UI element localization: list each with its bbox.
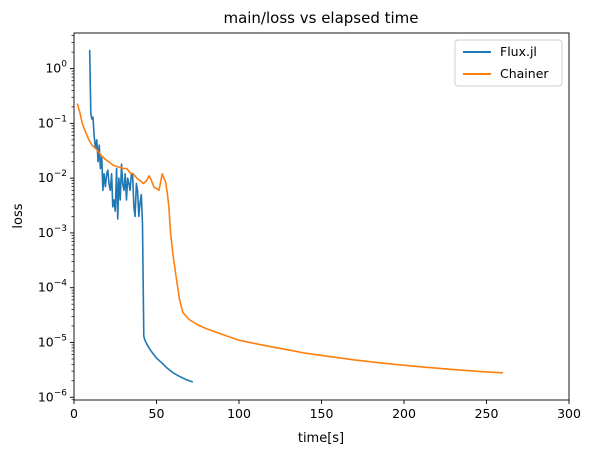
x-axis: 0 50 100 150 200 250 300 <box>70 400 581 421</box>
y-axis-label: loss <box>11 203 26 228</box>
x-tick-label: 50 <box>149 406 165 421</box>
y-axis: 100 10−1 10−2 10−3 10−4 10−5 10−6 <box>38 35 74 404</box>
y-tick-label: 10−5 <box>38 333 67 349</box>
y-tick-label: 100 <box>45 60 67 76</box>
y-tick-label: 10−6 <box>38 388 67 404</box>
x-tick-label: 150 <box>310 406 334 421</box>
x-tick-label: 100 <box>227 406 251 421</box>
legend-label-chainer: Chainer <box>500 66 549 81</box>
series-line-chainer <box>76 103 504 374</box>
x-tick-label: 250 <box>475 406 499 421</box>
legend-label-flux: Flux.jl <box>500 44 537 59</box>
x-tick-label: 200 <box>392 406 416 421</box>
x-tick-label: 300 <box>557 406 581 421</box>
legend: Flux.jl Chainer <box>454 39 563 87</box>
chart-title: main/loss vs elapsed time <box>223 9 418 27</box>
y-tick-label: 10−3 <box>38 224 67 240</box>
y-tick-label: 10−1 <box>38 114 67 130</box>
y-tick-label: 10−2 <box>38 169 67 185</box>
x-axis-label: time[s] <box>298 431 344 446</box>
series-line-flux <box>88 49 194 383</box>
y-tick-label: 10−4 <box>38 279 67 295</box>
x-tick-label: 0 <box>70 406 78 421</box>
plot-lines <box>76 49 504 383</box>
